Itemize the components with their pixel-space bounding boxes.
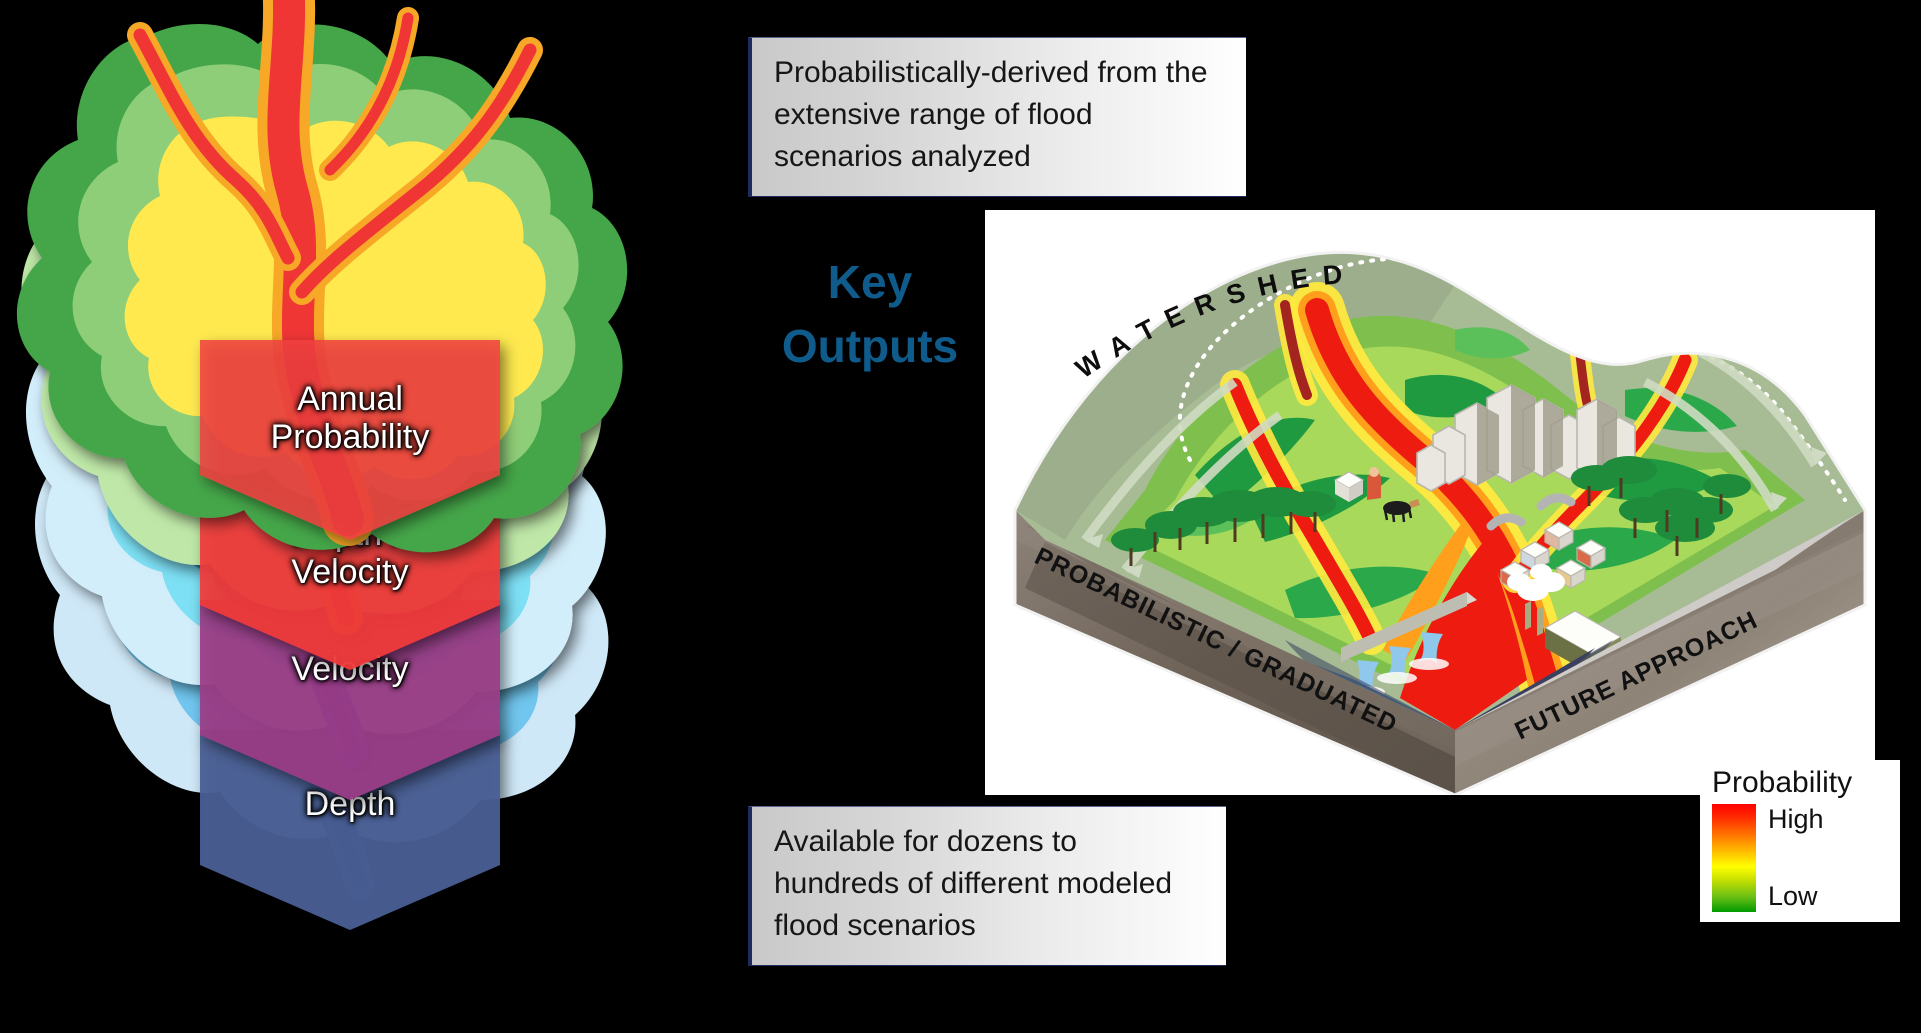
key-outputs-heading: Key Outputs [740,250,1000,378]
village-houses [1499,521,1607,592]
callout-probabilistic-derivation: Probabilistically-derived from the exten… [748,37,1246,197]
flood-map-layer-stack: Depth Velocity [0,0,700,1010]
legend-color-ramp [1712,804,1756,912]
probability-legend: Probability High Low [1700,760,1900,922]
legend-low-label: Low [1768,881,1818,911]
forest-right [1571,456,1751,556]
callout-bottom-text: Available for dozens to hundreds of diff… [774,825,1173,942]
key-outputs-line1: Key [827,256,913,308]
map-layer-annual-probability-graphic [16,0,628,553]
callout-top-text: Probabilistically-derived from the exten… [774,56,1208,173]
watershed-3d-block-graphic: W A T E R S H E D PROBABILISTIC / GRADUA… [1013,251,1867,795]
watershed-terrain-surface [1015,252,1865,730]
forest-left [1111,487,1336,566]
watershed-block-card: W A T E R S H E D PROBABILISTIC / GRADUA… [985,210,1875,795]
callout-scenario-availability: Available for dozens to hundreds of diff… [748,806,1226,966]
legend-title: Probability [1712,766,1853,799]
key-outputs-line2: Outputs [781,320,959,372]
legend-high-label: High [1768,804,1824,834]
right-cliff-face [1455,510,1865,795]
bridges [1486,493,1576,531]
factory [1507,564,1623,674]
farm-scene [1333,467,1420,523]
